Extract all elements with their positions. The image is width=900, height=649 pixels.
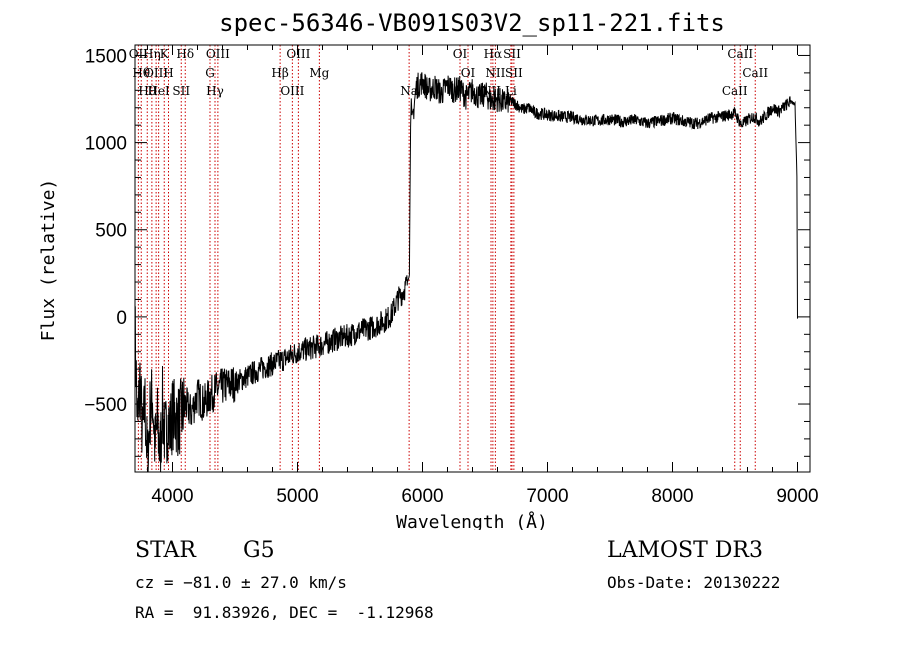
x-axis-label: Wavelength (Å) — [396, 511, 548, 530]
x-tick-label: 6000 — [401, 486, 443, 507]
line-marker-label: OIII — [280, 84, 304, 98]
line-marker-label: NII — [485, 66, 505, 80]
y-axis-label: Flux (relative) — [38, 179, 59, 342]
line-marker-label: SII — [503, 47, 521, 61]
x-tick-label: 8000 — [651, 486, 693, 507]
line-marker-label: OI — [461, 66, 476, 80]
observation-date: Obs-Date: 20130222 — [607, 573, 781, 592]
axis-ticks — [135, 45, 810, 472]
flux-series — [134, 72, 798, 473]
line-marker-label: K — [160, 47, 170, 61]
flux-line — [134, 72, 798, 473]
line-marker-label: Hη — [143, 47, 161, 61]
line-marker-label: Hδ — [176, 47, 194, 61]
object-subclass: G5 — [243, 538, 275, 563]
x-tick-labels: 4000 5000 6000 7000 8000 9000 — [151, 486, 818, 507]
spectrum-chart: spec-56346-VB091S03V2_sp11-221.fits OIIH… — [38, 9, 819, 530]
line-marker-label: OIII — [206, 47, 230, 61]
line-marker-label: CaII — [722, 84, 748, 98]
line-marker-label: OII — [129, 47, 149, 61]
line-marker-label: CaII — [742, 66, 768, 80]
y-tick-label: −500 — [84, 395, 127, 416]
line-marker-label: Na — [400, 84, 418, 98]
line-marker-label: OIII — [144, 66, 168, 80]
chart-title: spec-56346-VB091S03V2_sp11-221.fits — [219, 9, 725, 37]
line-marker-label: Hθ — [132, 66, 150, 80]
x-tick-label: 4000 — [151, 486, 193, 507]
line-marker-label: OI — [453, 47, 468, 61]
line-marker-label: HeI — [147, 84, 170, 98]
spectral-line-labels: OII Hθ Hθ Hη OIII HeI KH SII Hδ G Hγ OIII Hβ OIII OIII… — [129, 47, 769, 98]
line-marker-label: Hα — [484, 47, 503, 61]
y-tick-label: 1500 — [85, 46, 127, 67]
line-marker-label: Li — [505, 84, 517, 98]
y-tick-labels: −500 0 500 1000 1500 — [84, 46, 127, 416]
line-marker-label: G — [205, 66, 215, 80]
spectral-line-markers — [137, 45, 756, 472]
object-class: STAR — [135, 538, 196, 563]
line-marker-label: Hγ — [206, 84, 224, 98]
plot-frame — [134, 44, 811, 473]
line-marker-label: SII — [505, 66, 523, 80]
line-marker-label: CaII — [727, 47, 753, 61]
line-marker-label: Hθ — [138, 84, 156, 98]
redshift-velocity: cz = −81.0 ± 27.0 km/s — [135, 573, 347, 592]
line-marker-label: SII — [172, 84, 190, 98]
line-marker-label: Mg — [309, 66, 329, 80]
survey-name: LAMOST DR3 — [607, 538, 763, 563]
x-tick-label: 9000 — [776, 486, 818, 507]
y-tick-label: 1000 — [85, 134, 127, 155]
line-marker-label: OIII — [286, 47, 310, 61]
x-tick-label: 7000 — [526, 486, 568, 507]
x-tick-label: 5000 — [276, 486, 318, 507]
line-marker-label: H — [163, 66, 173, 80]
y-tick-label: 500 — [95, 221, 127, 242]
y-tick-label: 0 — [116, 308, 127, 329]
coordinates: RA = 91.83926, DEC = -1.12968 — [135, 603, 434, 622]
line-marker-label: Hβ — [271, 66, 288, 80]
